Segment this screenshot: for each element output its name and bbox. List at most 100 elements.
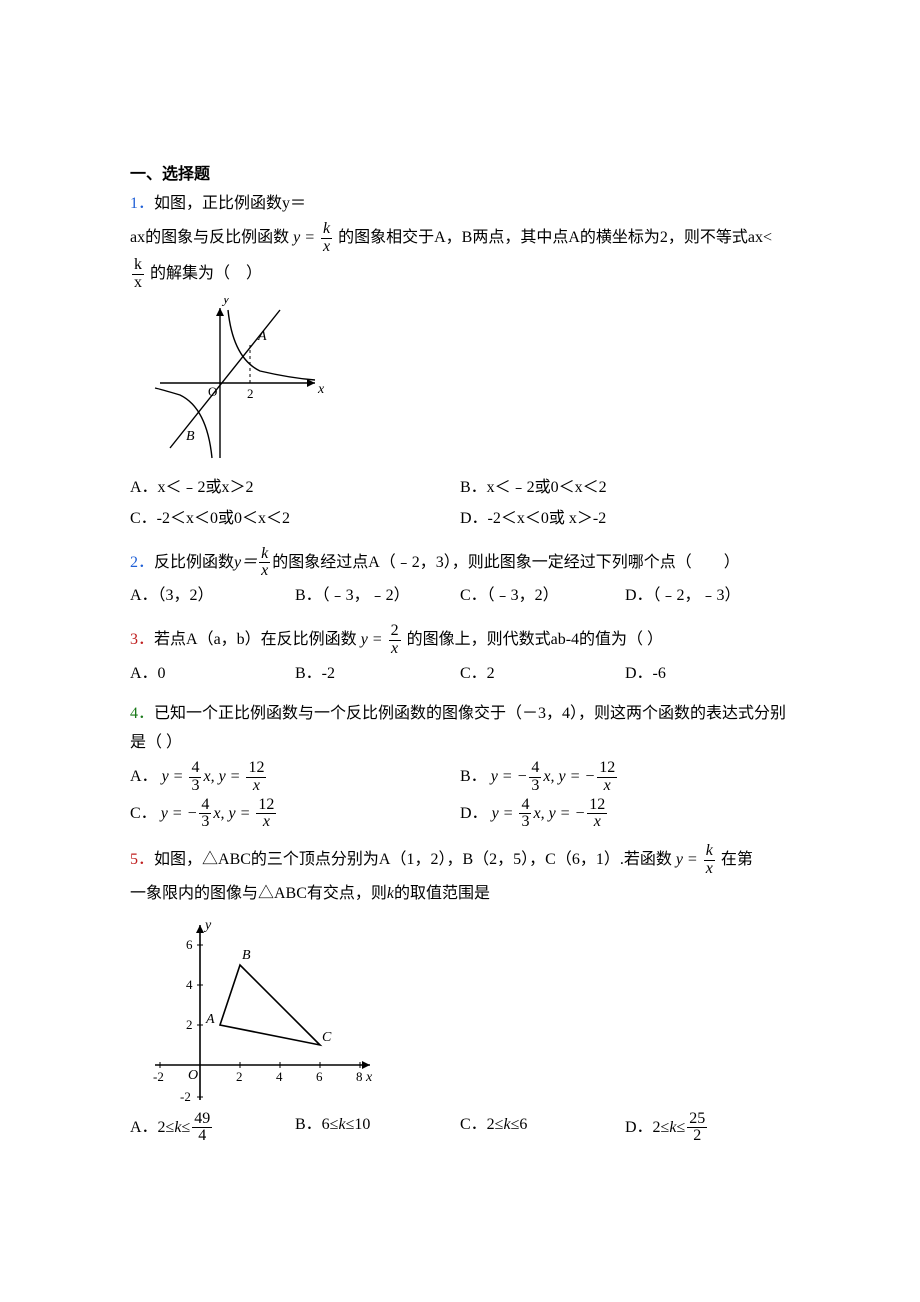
q1-figure: y x O A B 2	[150, 298, 790, 468]
q4-d-f1n: 4	[519, 797, 531, 814]
q1-frac1-num: k	[321, 221, 332, 238]
q1-fig-label-o: O	[208, 384, 217, 399]
q4-d-frac1: 43	[519, 797, 531, 832]
q5-option-a: A．2≤k≤494	[130, 1111, 295, 1146]
q5-fig-ytick-6: 6	[186, 937, 193, 952]
q2-frac-num: k	[259, 546, 270, 563]
q4-option-b: B． y = −43x, y = −12x	[460, 760, 790, 795]
q4-a-mid: x, y =	[203, 768, 244, 785]
q5-c-mid: ≤6	[511, 1116, 528, 1133]
q4-a-f2n: 12	[246, 760, 266, 777]
q1-frac2: kx	[132, 257, 144, 292]
q4-c-frac2: 12x	[256, 797, 276, 832]
q4-c-f2n: 12	[256, 797, 276, 814]
q3-option-c: C．2	[460, 660, 625, 689]
q5-fig-xtick-6: 6	[316, 1069, 323, 1084]
q4-b-f1n: 4	[529, 760, 541, 777]
q1-fig-label-y: y	[221, 298, 230, 307]
q1-fig-tick-2: 2	[247, 386, 254, 401]
q1-stem: 1．如图，正比例函数y＝	[130, 190, 790, 219]
q5-stem-b: 在第	[717, 851, 753, 868]
q5-b-label: B．6≤	[295, 1116, 338, 1133]
q4-d-f2d: x	[587, 813, 607, 831]
q5-fig-label-C: C	[322, 1030, 332, 1045]
q5-frac-den: x	[704, 860, 715, 878]
q2-eq-lhs: y＝	[234, 554, 257, 571]
q1-frac1: kx	[321, 221, 332, 256]
q4-a-frac1: 43	[189, 760, 201, 795]
q1-options: A．x＜﹣2或x＞2 B．x＜﹣2或0＜x＜2 C．-2＜x＜0或0＜x＜2 D…	[130, 474, 790, 536]
q5-eq-lhs: y =	[676, 851, 702, 868]
q2-options: A．（3，2） B．（﹣3，﹣2） C．（﹣3，2） D．（﹣2，﹣3）	[130, 582, 790, 613]
q2-option-a: A．（3，2）	[130, 582, 295, 611]
q4-b-frac2: 12x	[597, 760, 617, 795]
q3-number: 3．	[130, 631, 154, 648]
q5-b-k: k	[338, 1116, 345, 1133]
q5-d-fn: 25	[687, 1111, 707, 1128]
q4-d-label: D．	[460, 805, 488, 822]
q4-stem-text: 已知一个正比例函数与一个反比例函数的图像交于（－3，4），则这两个函数的表达式分…	[130, 705, 786, 751]
q5-a-fn: 49	[192, 1111, 212, 1128]
q2-frac: kx	[259, 546, 270, 581]
q4-stem: 4．已知一个正比例函数与一个反比例函数的图像交于（－3，4），则这两个函数的表达…	[130, 700, 790, 758]
q5-stem-a: 如图，△ABC的三个顶点分别为A（1，2），B（2，5），C（6，1）.若函数	[154, 851, 676, 868]
q2-stem: 2．反比例函数y＝kx的图象经过点A（﹣2，3），则此图象一定经过下列哪个点（ …	[130, 546, 790, 581]
q3-frac-den: x	[389, 640, 401, 658]
q1-stem-a: 如图，正比例函数y＝	[154, 195, 306, 212]
q4-a-label: A．	[130, 768, 158, 785]
q5-fig-ytick--2: -2	[180, 1089, 191, 1104]
q3-stem-a: 若点A（a，b）在反比例函数	[154, 631, 361, 648]
q4-b-label: B．	[460, 768, 487, 785]
q4-a-frac2: 12x	[246, 760, 266, 795]
q2-stem-b: 的图象经过点A（﹣2，3），则此图象一定经过下列哪个点（ ）	[272, 554, 740, 571]
q3-frac: 2x	[389, 623, 401, 658]
q5-stem-c: 一象限内的图像与△ABC有交点，则	[130, 885, 387, 902]
q2-option-c: C．（﹣3，2）	[460, 582, 625, 611]
q4-b-f1d: 3	[529, 777, 541, 795]
q4-c-f1d: 3	[199, 813, 211, 831]
q5-c-k: k	[503, 1116, 510, 1133]
q5-fig-xtick-8: 8	[356, 1069, 363, 1084]
q5-frac: kx	[704, 843, 715, 878]
question-2: 2．反比例函数y＝kx的图象经过点A（﹣2，3），则此图象一定经过下列哪个点（ …	[130, 546, 790, 613]
q5-fig-xtick-4: 4	[276, 1069, 283, 1084]
q5-option-c: C．2≤k≤6	[460, 1111, 625, 1146]
q5-a-label: A．2≤	[130, 1119, 174, 1136]
q1-frac1-den: x	[321, 238, 332, 256]
q4-c-lhs1: y =	[161, 805, 187, 822]
q4-c-f1n: 4	[199, 797, 211, 814]
q4-b-frac1: 43	[529, 760, 541, 795]
q4-a-f1n: 4	[189, 760, 201, 777]
q4-b-lhs1: y =	[491, 768, 517, 785]
q4-c-s1: −	[187, 805, 198, 822]
q5-fig-ytick-2: 2	[186, 1017, 193, 1032]
q1-stem-b: ax的图象与反比例函数	[130, 229, 293, 246]
q4-option-d: D． y = 43x, y = −12x	[460, 797, 790, 832]
q1-fig-label-x: x	[317, 382, 325, 397]
q4-b-s2: −	[584, 768, 595, 785]
q5-frac-num: k	[704, 843, 715, 860]
q5-option-d: D．2≤k≤252	[625, 1111, 790, 1146]
q1-frac2-den: x	[132, 274, 144, 292]
question-5: 5．如图，△ABC的三个顶点分别为A（1，2），B（2，5），C（6，1）.若函…	[130, 843, 790, 1147]
q5-figure: -2 2 4 6 8 2 4 6	[150, 915, 790, 1105]
q4-a-lhs1: y =	[162, 768, 188, 785]
q2-number: 2．	[130, 554, 154, 571]
q1-option-d: D．-2＜x＜0或 x＞-2	[460, 505, 790, 534]
question-3: 3．若点A（a，b）在反比例函数 y = 2x 的图像上，则代数式ab-4的值为…	[130, 623, 790, 690]
q4-a-f1d: 3	[189, 777, 201, 795]
q4-d-mid: x, y =	[533, 805, 574, 822]
q1-frac2-num: k	[132, 257, 144, 274]
q4-d-s2: −	[574, 805, 585, 822]
q2-frac-den: x	[259, 562, 270, 580]
q1-fig-label-a: A	[257, 329, 267, 344]
q5-fig-xtick--2: -2	[153, 1069, 164, 1084]
q4-c-label: C．	[130, 805, 157, 822]
q5-option-b: B．6≤k≤10	[295, 1111, 460, 1146]
q1-stem-line2: ax的图象与反比例函数 y = kx 的图象相交于A，B两点，其中点A的横坐标为…	[130, 221, 790, 256]
q3-option-d: D．-6	[625, 660, 790, 689]
q4-c-frac1: 43	[199, 797, 211, 832]
q4-option-a: A． y = 43x, y = 12x	[130, 760, 460, 795]
q4-number: 4．	[130, 705, 154, 722]
q5-stem: 5．如图，△ABC的三个顶点分别为A（1，2），B（2，5），C（6，1）.若函…	[130, 843, 790, 878]
